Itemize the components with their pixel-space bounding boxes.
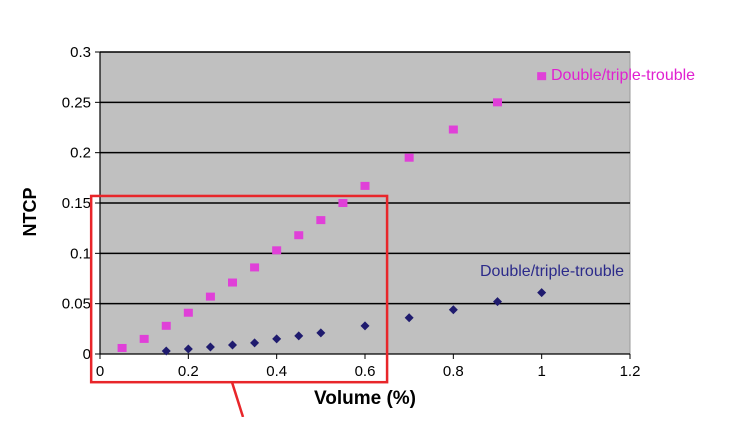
x-tick-label: 1: [537, 363, 545, 380]
data-point-magenta: [183, 308, 193, 317]
data-point-navy: [537, 288, 547, 298]
data-point-magenta: [205, 292, 215, 301]
data-point-navy: [250, 338, 260, 348]
data-point-magenta: [537, 72, 547, 81]
data-point-magenta: [360, 181, 370, 190]
data-point-navy: [493, 297, 502, 307]
data-point-magenta: [294, 231, 304, 240]
data-point-magenta: [161, 321, 171, 330]
series-label-magenta: Double/triple-trouble: [551, 67, 695, 84]
data-point-magenta: [228, 278, 237, 287]
x-tick-label: 0.8: [443, 363, 464, 380]
data-point-navy: [294, 331, 304, 341]
highlight-layer: [89, 194, 389, 418]
data-point-navy: [404, 313, 414, 323]
data-point-navy: [183, 344, 193, 354]
data-point-magenta: [272, 246, 282, 255]
data-point-magenta: [117, 343, 127, 352]
gridlines: [100, 51, 630, 305]
data-point-magenta: [139, 334, 149, 343]
x-tick-label: 1.2: [620, 363, 641, 380]
data-point-navy: [316, 328, 326, 338]
x-tick-label: 0.4: [266, 363, 287, 380]
x-tick-label: 0.6: [355, 363, 376, 380]
y-tick-label: 0.2: [70, 145, 91, 162]
data-point-navy: [228, 340, 237, 350]
y-tick-label: 0.25: [62, 94, 91, 111]
data-point-magenta: [404, 153, 414, 162]
x-tick-label: 0.2: [178, 363, 199, 380]
data-point-magenta: [448, 125, 458, 134]
y-tick-label: 0.15: [62, 195, 91, 212]
x-tick-label: 0: [96, 363, 104, 380]
y-tick-label: 0.1: [70, 245, 91, 262]
data-point-navy: [448, 305, 458, 315]
highlight-callout-line: [230, 381, 245, 418]
y-axis-title: NTCP: [20, 188, 40, 237]
data-point-navy: [272, 334, 282, 344]
series-label-navy: Double/triple-trouble: [480, 263, 624, 280]
y-tick-label: 0: [83, 346, 91, 363]
data-series: [117, 72, 547, 356]
data-point-magenta: [338, 199, 348, 207]
tick-labels: 0 0.05 0.1 0.15 0.2 0.25 0.3 0 0.2 0.4 0.6 0.8 1 1.2: [62, 44, 641, 380]
y-tick-label: 0.05: [62, 296, 91, 313]
data-point-magenta: [493, 98, 502, 107]
data-point-navy: [360, 321, 370, 331]
data-point-navy: [161, 346, 171, 356]
axes: [95, 51, 631, 359]
data-point-magenta: [250, 263, 260, 272]
x-axis-title: Volume (%): [314, 388, 416, 409]
y-tick-label: 0.3: [70, 44, 91, 61]
highlight-box: [89, 194, 389, 384]
data-point-magenta: [316, 216, 326, 225]
data-point-navy: [205, 342, 215, 352]
